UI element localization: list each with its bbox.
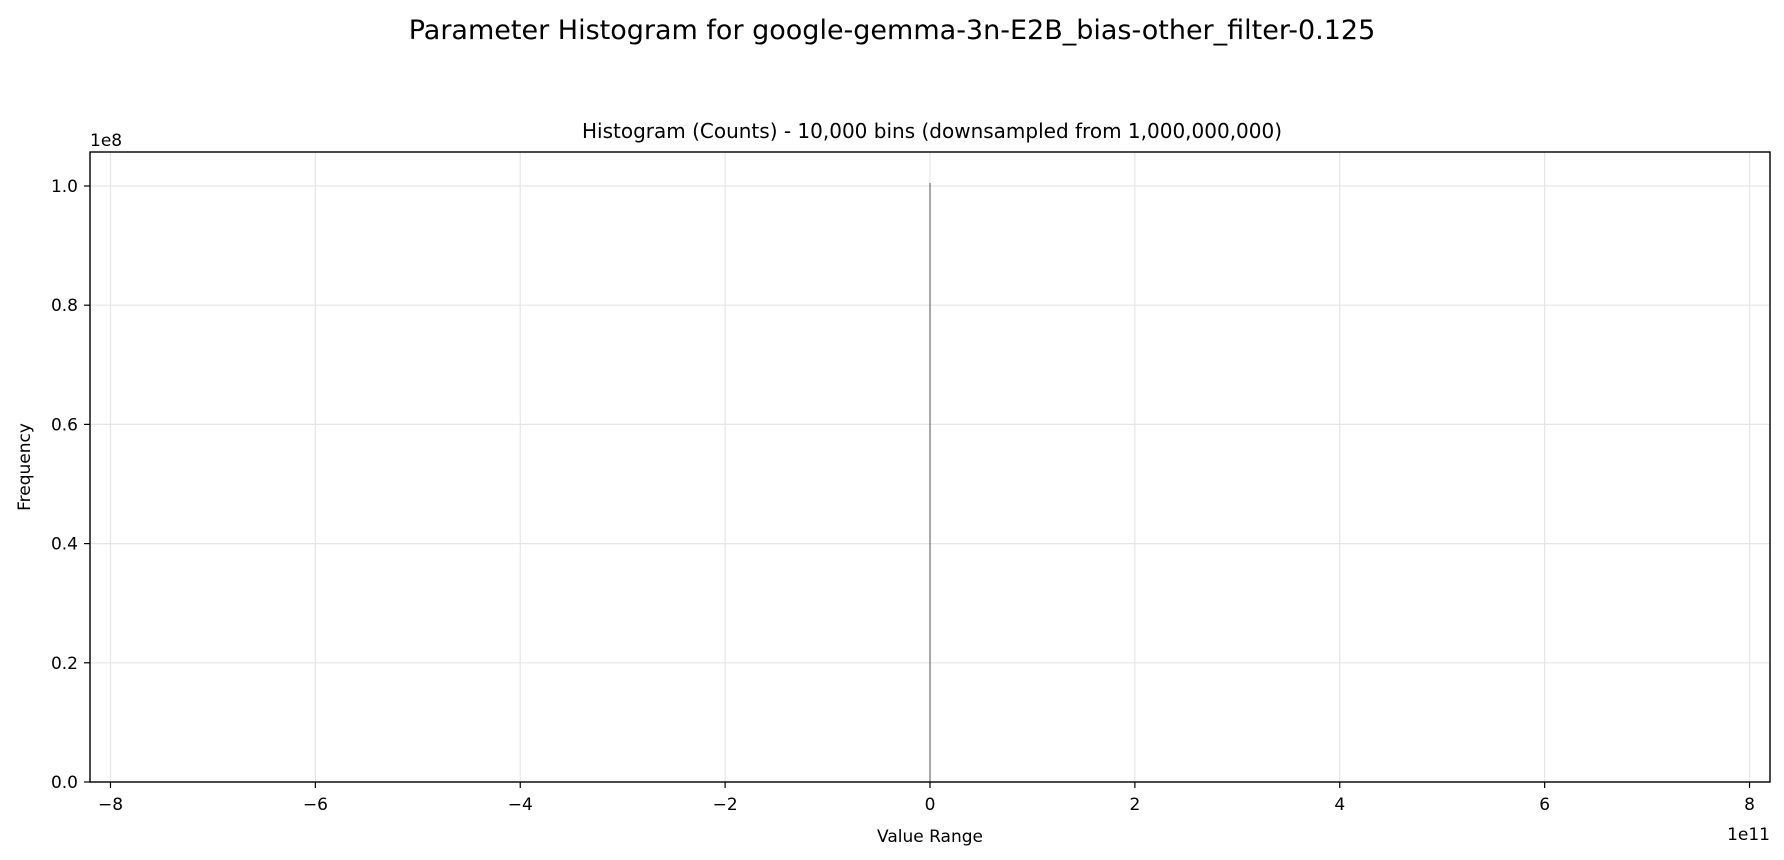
x-tick-label: 0: [925, 795, 936, 815]
x-tick-label: −6: [303, 795, 328, 815]
y-tick-label: 0.0: [51, 773, 78, 793]
y-tick-label: 0.6: [51, 415, 78, 435]
x-tick-label: 2: [1129, 795, 1140, 815]
x-tick-label: −2: [713, 795, 738, 815]
y-offset-label: 1e8: [90, 131, 122, 151]
chart-title: Parameter Histogram for google-gemma-3n-…: [409, 15, 1376, 46]
y-tick-label: 0.4: [51, 535, 78, 555]
x-tick-label: −8: [98, 795, 123, 815]
histogram-bar: [929, 182, 931, 782]
x-tick-label: 6: [1539, 795, 1550, 815]
y-axis-label: Frequency: [15, 423, 35, 511]
x-tick-label: 8: [1744, 795, 1755, 815]
x-offset-label: 1e11: [1727, 825, 1770, 845]
x-axis-label: Value Range: [877, 827, 983, 847]
y-tick-label: 0.8: [51, 296, 78, 316]
histogram-bars: [929, 182, 931, 782]
axes-title: Histogram (Counts) - 10,000 bins (downsa…: [582, 119, 1282, 143]
y-tick-label: 0.2: [51, 654, 78, 674]
y-tick-label: 1.0: [51, 177, 78, 197]
x-axis-ticks: −8 −6 −4 −2 0 2 4 6 8: [98, 782, 1755, 815]
x-tick-label: −4: [508, 795, 533, 815]
x-tick-label: 4: [1334, 795, 1345, 815]
y-axis-ticks: 0.0 0.2 0.4 0.6 0.8 1.0: [51, 177, 90, 793]
